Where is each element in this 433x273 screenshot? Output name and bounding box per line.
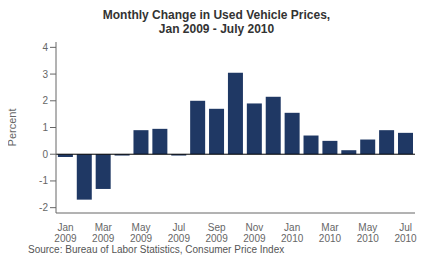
html-text:Source: Bureau of Labor Statis: Source: Bureau of Labor Statistics, Cons… (28, 244, 285, 255)
svg-text:May: May (132, 222, 151, 233)
svg-text:Nov: Nov (245, 222, 263, 233)
svg-text:Mar: Mar (95, 222, 113, 233)
svg-text:Jul: Jul (399, 222, 412, 233)
svg-text:2009: 2009 (92, 233, 115, 243)
svg-text:2010: 2010 (357, 233, 380, 243)
svg-text:Jul: Jul (172, 222, 185, 233)
svg-text:Jan: Jan (57, 222, 73, 233)
svg-text:2010: 2010 (319, 233, 342, 243)
svg-text:2009: 2009 (168, 233, 191, 243)
svg-text:2009: 2009 (130, 233, 153, 243)
svg-text:May: May (358, 222, 377, 233)
svg-text:-2: -2 (39, 202, 48, 213)
html-text:Jan 2009 - July 2010: Jan 2009 - July 2010 (158, 22, 275, 36)
svg-text:2009: 2009 (54, 233, 77, 243)
svg-text:2010: 2010 (394, 233, 417, 243)
svg-text:Mar: Mar (321, 222, 339, 233)
svg-text:4: 4 (42, 42, 48, 53)
svg-text:2010: 2010 (281, 233, 304, 243)
svg-text:3: 3 (42, 69, 48, 80)
svg-text:-1: -1 (39, 175, 48, 186)
svg-text:1: 1 (42, 122, 48, 133)
svg-text:Percent: Percent (8, 109, 18, 147)
svg-text:2009: 2009 (205, 233, 228, 243)
svg-text:2: 2 (42, 95, 48, 106)
svg-text:0: 0 (42, 149, 48, 160)
svg-text:Jan: Jan (284, 222, 300, 233)
svg-text:Sep: Sep (208, 222, 226, 233)
svg-text:2009: 2009 (243, 233, 266, 243)
html-text:Monthly Change in Used Vehicle: Monthly Change in Used Vehicle Prices, (102, 8, 331, 22)
